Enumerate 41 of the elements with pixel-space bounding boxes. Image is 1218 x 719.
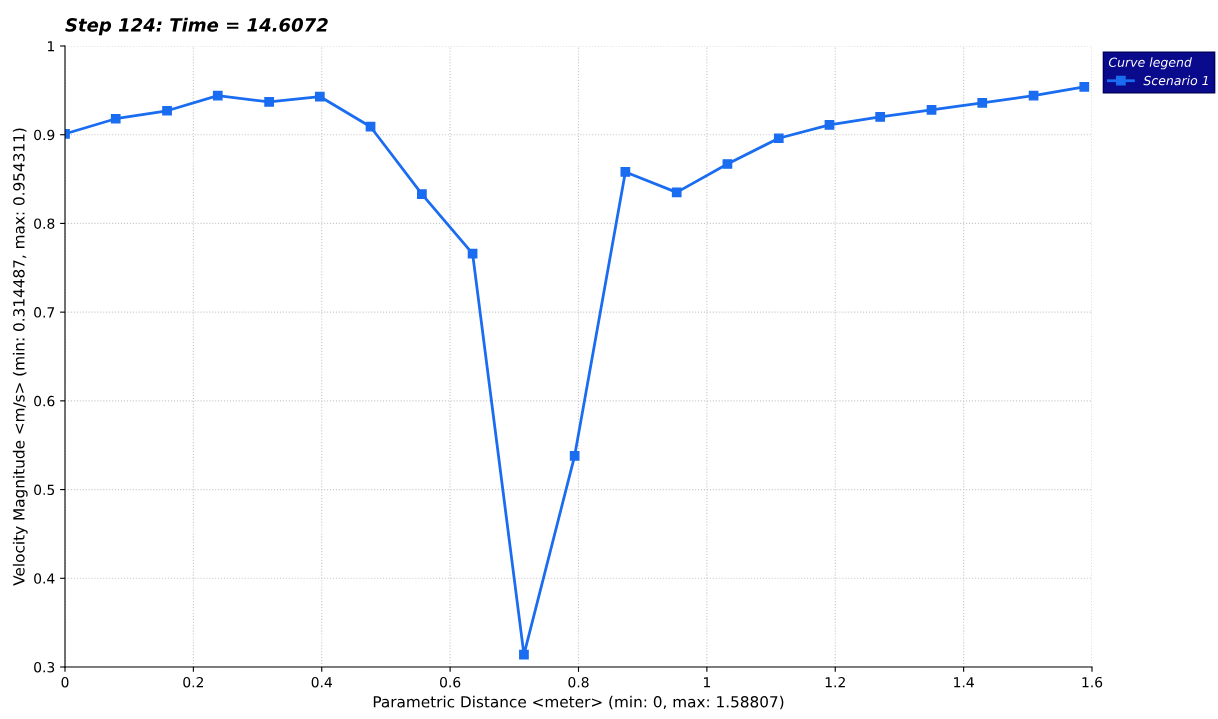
point	[417, 189, 427, 200]
x-tick-label: 1	[703, 677, 711, 688]
point	[977, 97, 988, 108]
point	[1079, 81, 1090, 92]
legend-label: Scenario 1	[1143, 75, 1208, 86]
y-tick-label: 0.5	[34, 484, 55, 496]
point	[620, 167, 631, 177]
point	[110, 113, 121, 124]
point	[314, 91, 325, 102]
x-tick-label: 1.4	[954, 677, 974, 688]
x-tick-label: 0.6	[440, 676, 461, 688]
x-tick-label: 1.2	[825, 676, 845, 688]
x-tick-label: 0	[61, 676, 69, 688]
point	[519, 649, 529, 660]
point	[212, 90, 223, 101]
chart-title: Step 124: Time = 14.6072	[65, 17, 328, 36]
point	[1028, 90, 1039, 101]
point	[671, 187, 682, 198]
x-tick-label: 0.4	[311, 676, 333, 688]
y-axis-title: Velocity Magnitude <m/s> (min: 0.314487, max: 0.954311)	[12, 128, 28, 586]
point	[773, 133, 784, 144]
point	[824, 120, 835, 130]
y-tick-label: 0.9	[34, 129, 55, 141]
point	[365, 121, 376, 132]
point	[162, 105, 172, 116]
y-tick-label: 0.8	[34, 218, 55, 229]
x-tick-label: 0.2	[183, 676, 204, 688]
point	[569, 450, 580, 461]
x-tick-label: 0.8	[568, 676, 589, 688]
point	[264, 97, 274, 107]
y-tick-label: 1	[47, 41, 54, 52]
y-tick-label: 0.7	[34, 307, 55, 318]
point	[926, 105, 937, 115]
y-tick-label: 0.6	[34, 395, 55, 407]
legend-title: Curve legend	[1108, 57, 1192, 70]
y-tick-label: 0.4	[34, 573, 55, 584]
point	[722, 159, 733, 169]
x-axis-title: Parametric Distance <meter> (min: 0, max: 1.58807)	[373, 695, 784, 710]
x-tick-label: 1.6	[1082, 676, 1103, 688]
point	[875, 112, 886, 122]
y-tick-label: 0.3	[34, 661, 55, 673]
